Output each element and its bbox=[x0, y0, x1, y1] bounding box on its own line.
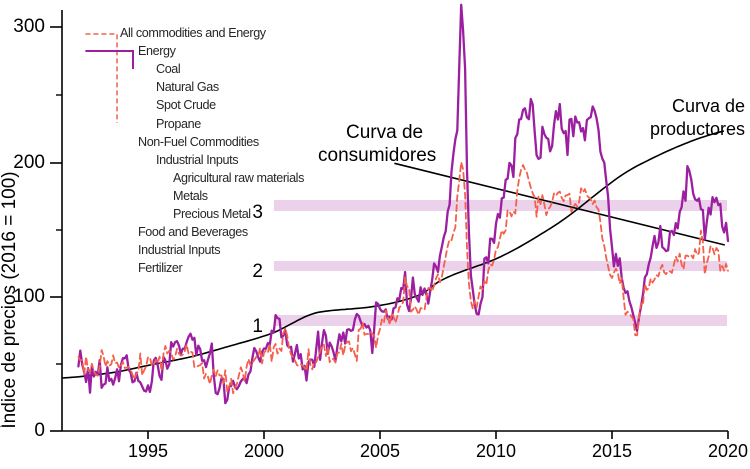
svg-text:300: 300 bbox=[13, 16, 45, 37]
svg-text:Curva de: Curva de bbox=[346, 122, 423, 143]
svg-text:productores: productores bbox=[650, 119, 745, 139]
svg-text:consumidores: consumidores bbox=[318, 145, 436, 166]
svg-text:All commodities and Energy: All commodities and Energy bbox=[120, 26, 267, 40]
svg-text:Industrial Inputs: Industrial Inputs bbox=[156, 153, 238, 167]
svg-text:Non-Fuel Commodities: Non-Fuel Commodities bbox=[138, 135, 259, 149]
svg-text:Metals: Metals bbox=[173, 189, 208, 203]
svg-text:2: 2 bbox=[252, 261, 263, 282]
svg-text:Curva de: Curva de bbox=[672, 96, 745, 116]
svg-text:2020: 2020 bbox=[708, 441, 748, 461]
svg-text:Spot Crude: Spot Crude bbox=[156, 98, 216, 112]
svg-text:Energy: Energy bbox=[138, 44, 177, 58]
svg-text:3: 3 bbox=[252, 202, 263, 223]
svg-text:Fertilizer: Fertilizer bbox=[138, 261, 182, 275]
svg-text:0: 0 bbox=[34, 420, 45, 441]
svg-text:Coal: Coal bbox=[156, 62, 180, 76]
svg-text:2000: 2000 bbox=[244, 441, 284, 461]
svg-text:200: 200 bbox=[13, 152, 45, 173]
svg-text:2010: 2010 bbox=[476, 441, 516, 461]
svg-text:2005: 2005 bbox=[360, 441, 400, 461]
svg-text:Natural Gas: Natural Gas bbox=[156, 80, 219, 94]
svg-text:Industrial Inputs: Industrial Inputs bbox=[138, 243, 220, 257]
svg-text:2015: 2015 bbox=[592, 441, 632, 461]
svg-text:1: 1 bbox=[252, 316, 263, 337]
svg-text:1995: 1995 bbox=[128, 441, 168, 461]
svg-text:Propane: Propane bbox=[156, 117, 201, 131]
svg-text:Agricultural raw materials: Agricultural raw materials bbox=[173, 171, 304, 185]
svg-text:Precious Metal: Precious Metal bbox=[173, 207, 251, 221]
svg-text:Food and Beverages: Food and Beverages bbox=[138, 225, 248, 239]
svg-text:Índice de precios (2016 = 100): Índice de precios (2016 = 100) bbox=[0, 171, 20, 428]
